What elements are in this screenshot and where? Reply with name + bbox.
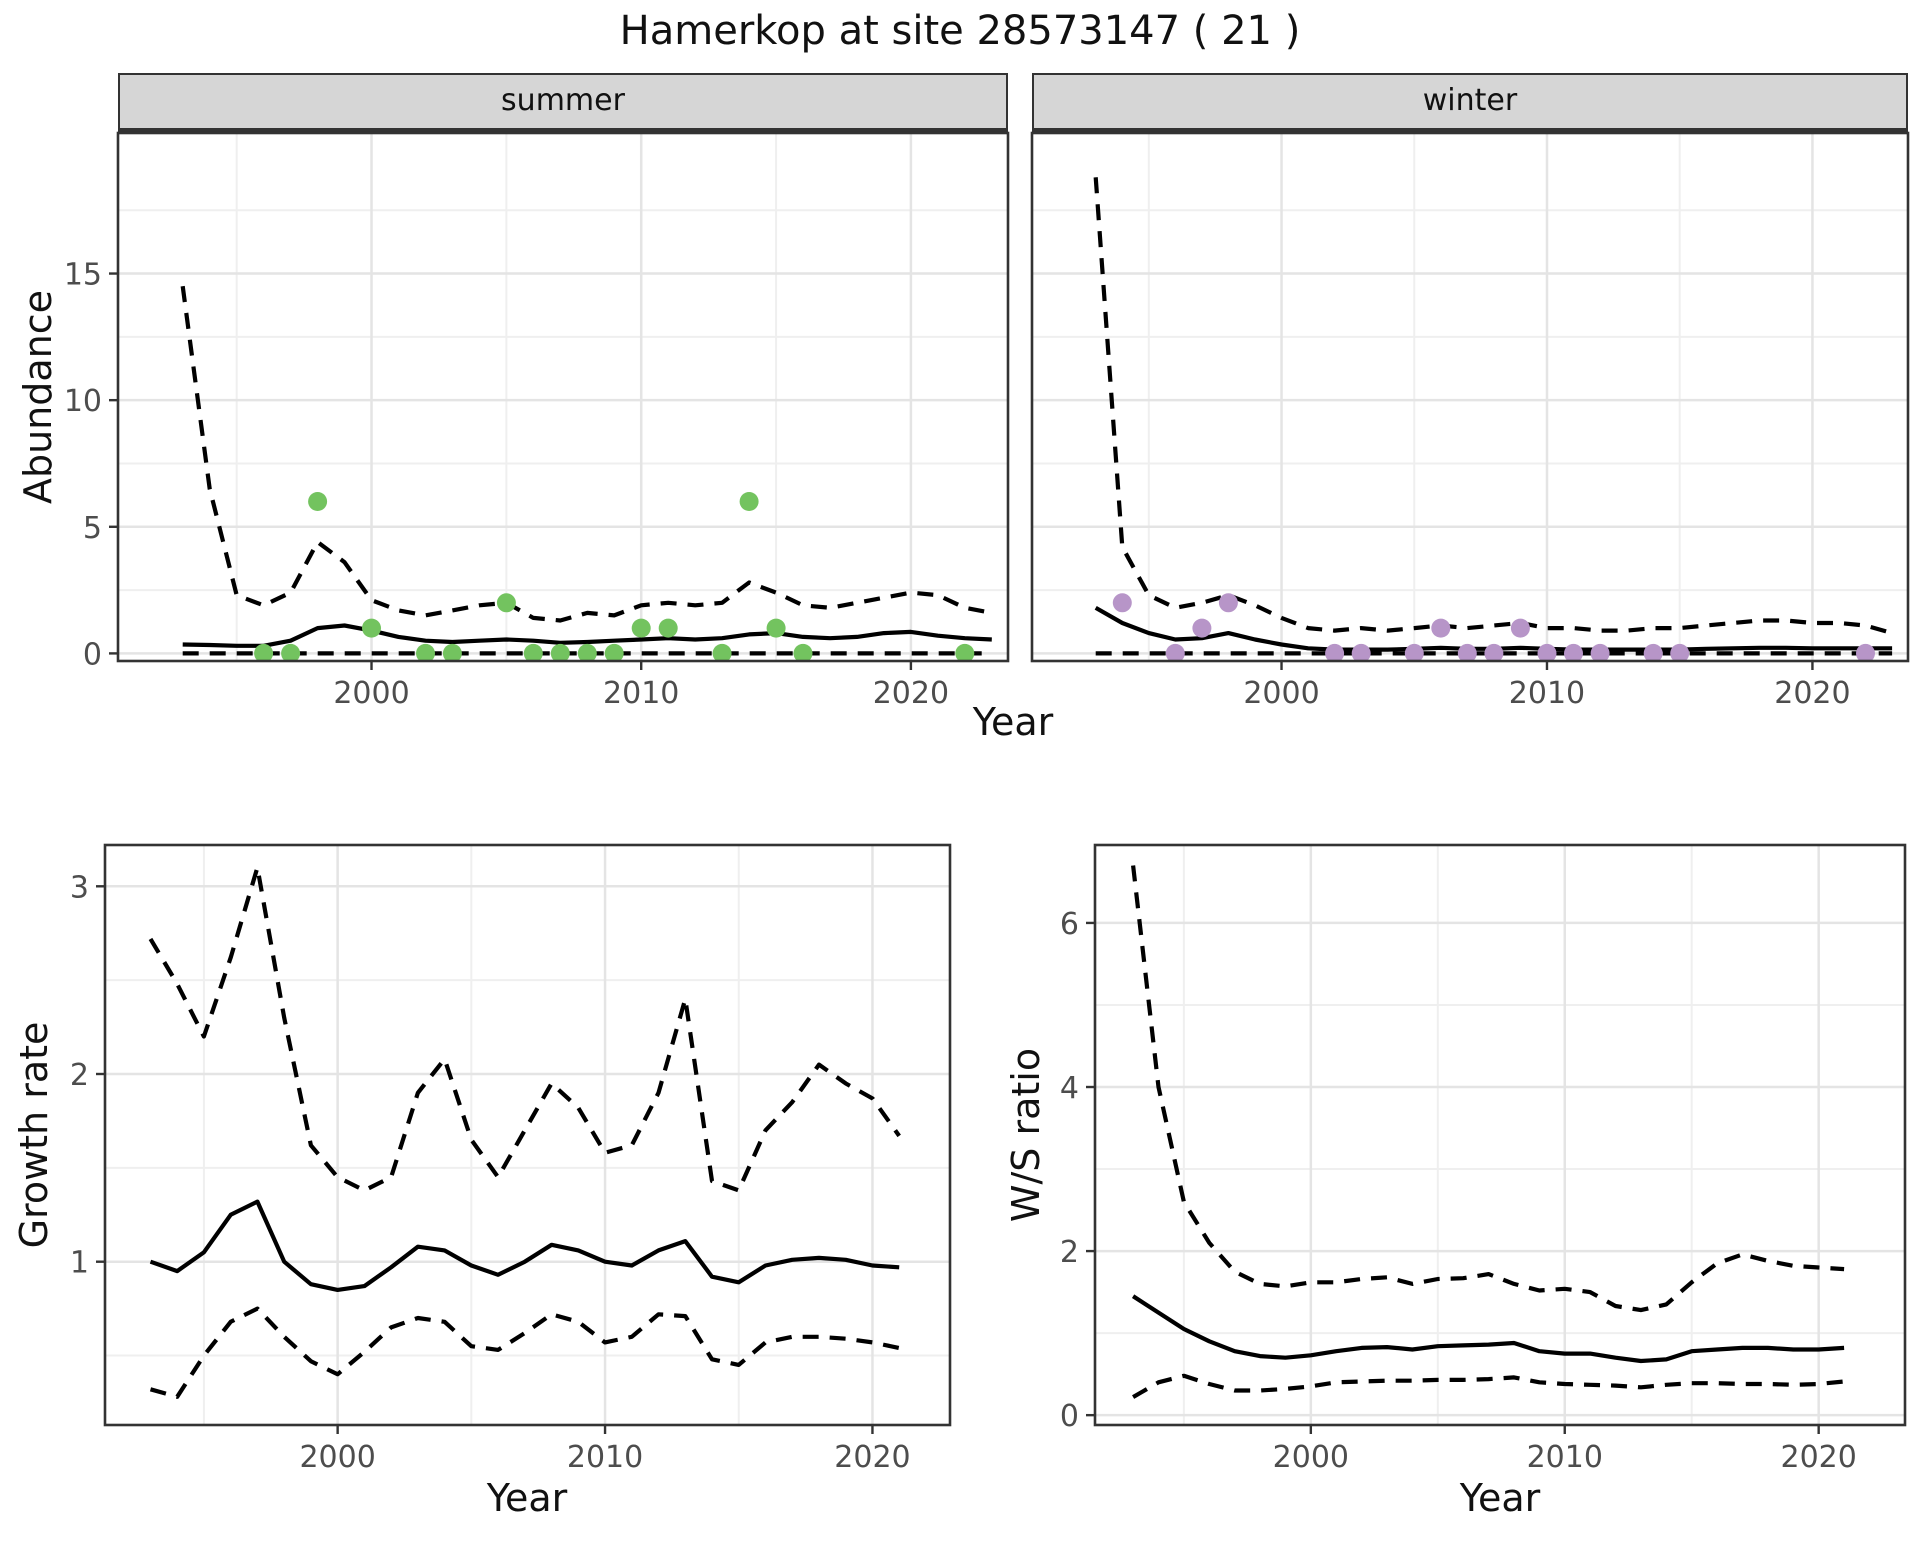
x-tick-label: 2020 bbox=[834, 1440, 910, 1475]
data-point-abundance-winter bbox=[1192, 618, 1212, 638]
x-tick-label: 2020 bbox=[1774, 676, 1850, 711]
y-axis-label-growth-rate: Growth rate bbox=[12, 1021, 56, 1249]
data-point-abundance-summer bbox=[442, 643, 462, 662]
x-tick-label: 2010 bbox=[1527, 1440, 1603, 1475]
panel-border bbox=[1030, 131, 1910, 663]
series-median bbox=[149, 1199, 900, 1292]
data-point-abundance-summer bbox=[766, 618, 786, 638]
x-tick-label: 2000 bbox=[333, 676, 409, 711]
data-point-abundance-summer bbox=[281, 643, 301, 662]
data-point-abundance-winter bbox=[1670, 643, 1690, 662]
x-tick-label: 2000 bbox=[1273, 1440, 1349, 1475]
y-axis-label-abundance: Abundance bbox=[16, 289, 60, 505]
data-point-abundance-summer bbox=[254, 643, 274, 662]
data-point-abundance-summer bbox=[793, 643, 813, 662]
data-point-abundance-summer bbox=[955, 643, 975, 662]
data-point-abundance-summer bbox=[550, 643, 570, 662]
data-point-abundance-summer bbox=[496, 593, 516, 613]
data-point-abundance-winter bbox=[1564, 643, 1583, 662]
data-point-abundance-summer bbox=[577, 643, 597, 662]
data-point-abundance-winter bbox=[1457, 643, 1477, 662]
y-tick-label: 3 bbox=[70, 870, 89, 905]
panel-abundance-winter bbox=[1032, 133, 1908, 661]
data-point-abundance-winter bbox=[1484, 643, 1504, 662]
data-point-abundance-winter bbox=[1431, 618, 1451, 638]
y-tick-label: 5 bbox=[83, 511, 102, 546]
panel-border bbox=[1093, 843, 1907, 1427]
x-tick-label: 2010 bbox=[1509, 676, 1585, 711]
y-tick-label: 0 bbox=[83, 637, 102, 672]
y-tick-label: 0 bbox=[1060, 1399, 1079, 1434]
y-tick-label: 4 bbox=[1060, 1071, 1079, 1106]
y-tick-label: 2 bbox=[1060, 1235, 1079, 1270]
series-upper_95ci bbox=[148, 865, 901, 1193]
panel-border bbox=[103, 843, 952, 1427]
x-tick-label: 2020 bbox=[1780, 1440, 1856, 1475]
data-point-abundance-winter bbox=[1112, 593, 1132, 613]
series-median bbox=[1131, 1294, 1845, 1364]
data-point-abundance-summer bbox=[604, 643, 624, 662]
data-point-abundance-winter bbox=[1510, 618, 1530, 638]
x-axis-label-year-ws: Year bbox=[1459, 1476, 1541, 1520]
series-lower_95ci bbox=[1132, 1373, 1845, 1399]
page-title: Hamerkop at site 28573147 ( 21 ) bbox=[619, 8, 1301, 54]
x-tick-label: 2010 bbox=[567, 1440, 643, 1475]
series-lower_95ci bbox=[149, 1306, 900, 1399]
x-tick-label: 2020 bbox=[873, 676, 949, 711]
series-upper_95ci bbox=[1131, 865, 1845, 1313]
panel-ws-ratio bbox=[1095, 845, 1905, 1425]
data-point-abundance-winter bbox=[1643, 643, 1663, 662]
panel-border bbox=[116, 131, 1010, 663]
facet-strip-summer-label: summer bbox=[501, 83, 625, 118]
data-point-abundance-summer bbox=[362, 618, 381, 638]
facet-strip-winter: winter bbox=[1032, 73, 1908, 133]
x-tick-label: 2000 bbox=[299, 1440, 375, 1475]
y-tick-label: 1 bbox=[70, 1246, 89, 1281]
facet-strip-winter-label: winter bbox=[1422, 83, 1518, 118]
data-point-abundance-summer bbox=[658, 618, 678, 638]
y-tick-label: 10 bbox=[64, 384, 102, 419]
data-point-abundance-summer bbox=[416, 643, 435, 662]
x-tick-label: 2010 bbox=[603, 676, 679, 711]
data-point-abundance-winter bbox=[1351, 643, 1371, 662]
x-axis-label-year-growth: Year bbox=[486, 1476, 568, 1520]
data-point-abundance-summer bbox=[712, 643, 732, 662]
data-point-abundance-winter bbox=[1325, 643, 1345, 662]
data-point-abundance-summer bbox=[739, 492, 759, 511]
data-point-abundance-summer bbox=[523, 643, 543, 662]
data-point-abundance-summer bbox=[308, 492, 328, 511]
data-point-abundance-winter bbox=[1856, 643, 1875, 662]
data-point-abundance-winter bbox=[1404, 643, 1424, 662]
data-point-abundance-winter bbox=[1165, 643, 1185, 662]
data-point-abundance-winter bbox=[1590, 643, 1610, 662]
y-axis-label-ws-ratio: W/S ratio bbox=[1004, 1047, 1048, 1223]
panel-abundance-summer bbox=[118, 133, 1008, 661]
data-point-abundance-winter bbox=[1537, 643, 1557, 662]
series-upper_95ci bbox=[180, 285, 993, 623]
y-tick-label: 15 bbox=[64, 258, 102, 293]
panel-growth-rate bbox=[105, 845, 950, 1425]
data-point-abundance-winter bbox=[1218, 593, 1238, 613]
data-point-abundance-summer bbox=[631, 618, 651, 638]
x-axis-label-year-top: Year bbox=[972, 700, 1054, 744]
y-tick-label: 2 bbox=[70, 1058, 89, 1093]
series-median bbox=[182, 623, 992, 648]
facet-strip-summer: summer bbox=[118, 73, 1008, 133]
x-tick-label: 2000 bbox=[1243, 676, 1319, 711]
y-tick-label: 6 bbox=[1060, 907, 1079, 942]
